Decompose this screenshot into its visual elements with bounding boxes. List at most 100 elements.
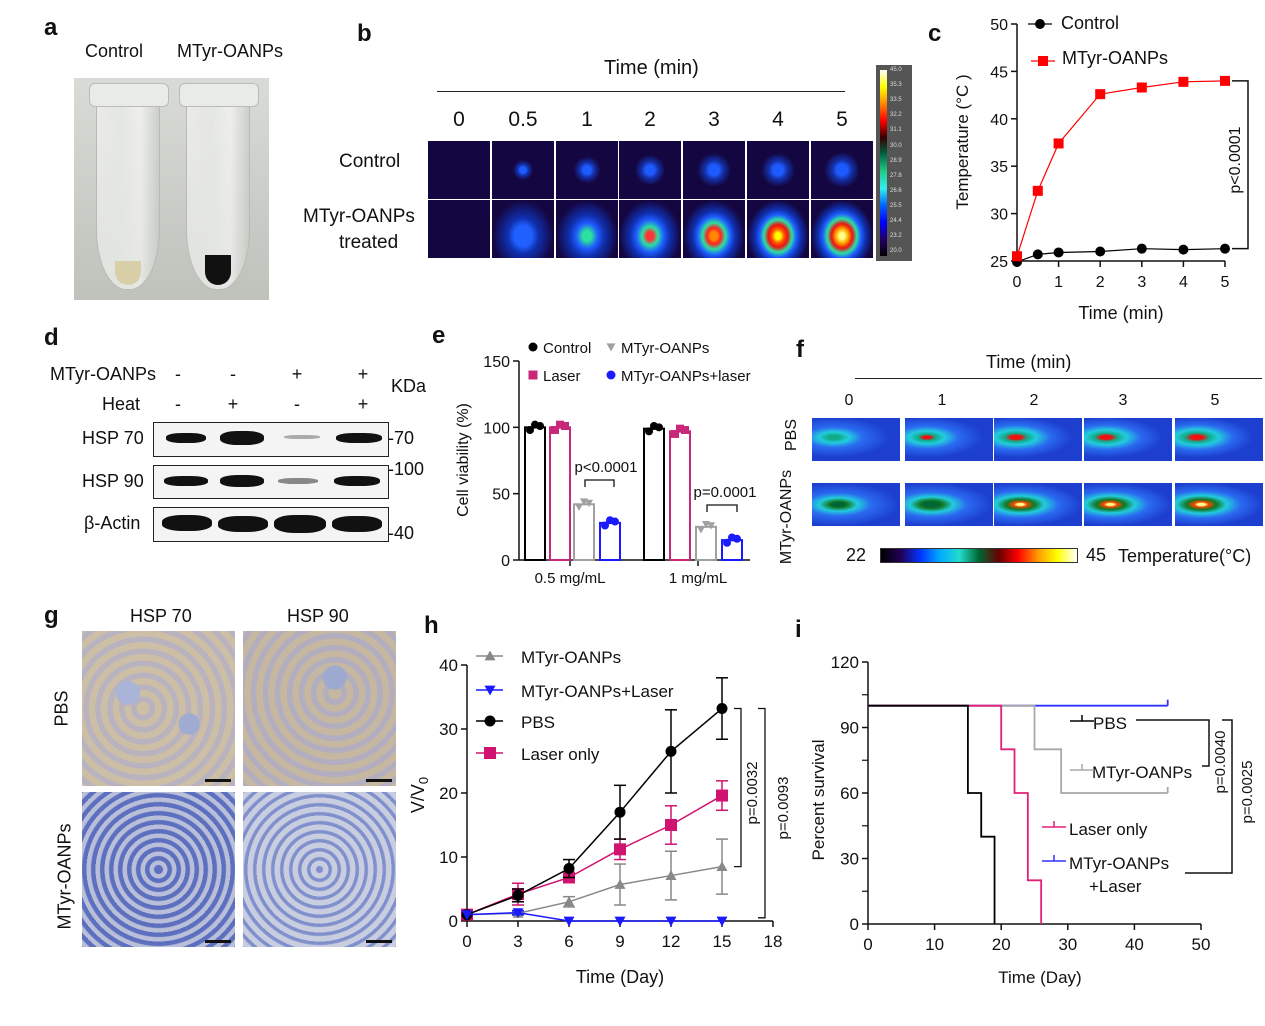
h-legend-marker [484, 747, 496, 759]
marker-40: 40 [394, 523, 415, 543]
i-survival-curve-1 [868, 704, 1168, 794]
h-point [665, 870, 677, 880]
h-pvalue-2: p=0.0093 [775, 777, 792, 840]
c-point [1053, 247, 1064, 258]
panel-label-i: i [795, 616, 802, 643]
f-scale-max: 45 [1086, 545, 1107, 565]
thermal-control-4 [683, 141, 745, 199]
thermal-mtyr-3 [619, 200, 681, 258]
thermal-f-mtyr-2 [994, 483, 1082, 526]
c-point [1178, 244, 1189, 255]
thermal-control-2 [556, 141, 618, 199]
f-time-1: 1 [937, 392, 947, 409]
b-time-line [437, 91, 845, 92]
e-point [723, 538, 731, 547]
d-row-mtyr: MTyr-OANPs [50, 364, 156, 384]
f-colorbar [880, 548, 1078, 563]
b-colorbar-label: 28.9 [890, 157, 902, 164]
b-colorbar-label: 33.5 [890, 97, 902, 104]
h-point [614, 843, 626, 856]
thermal-f-pbs-2 [994, 418, 1082, 461]
i-ylabel: Percent survival [809, 740, 828, 861]
h-point [563, 896, 575, 907]
g-col-hsp70: HSP 70 [130, 606, 192, 626]
i-y-tick-label: 60 [840, 784, 859, 803]
e-y-tick-label: 50 [492, 487, 510, 504]
e-point [676, 424, 684, 433]
h-x-tick-label: 0 [462, 932, 471, 951]
h-series-line-1 [466, 911, 722, 922]
e-category-label: 0.5 mg/mL [535, 570, 606, 587]
b-colorbar-label: 30.0 [890, 142, 902, 149]
h-point [563, 863, 575, 875]
h-legend-mtyr: MTyr-OANPs [521, 648, 621, 667]
ihc-pbs-hsp70 [82, 631, 235, 786]
f-scale-title: Temperature(°C) [1118, 546, 1252, 566]
panel-label-a: a [44, 14, 58, 41]
i-y-tick-label: 120 [831, 653, 859, 672]
thermal-mtyr-2 [556, 200, 618, 258]
b-colorbar-label: 20.0 [890, 248, 902, 255]
thermal-mtyr-5 [747, 200, 809, 258]
d-band-hsp70: HSP 70 [82, 428, 144, 448]
i-legend-combo-2: +Laser [1089, 877, 1142, 896]
f-time-0: 0 [844, 392, 854, 409]
f-time-title: Time (min) [986, 352, 1072, 372]
c-x-tick-label: 1 [1054, 274, 1063, 291]
e-point [585, 499, 593, 507]
e-legend-mtyr: MTyr-OANPs [621, 340, 709, 357]
c-bracket [1232, 80, 1249, 250]
thermal-f-pbs-1 [905, 418, 993, 461]
i-legend-combo: MTyr-OANPs [1069, 854, 1169, 873]
h-x-tick-label: 9 [615, 932, 624, 951]
h-x-tick-label: 12 [662, 932, 681, 951]
thermal-f-mtyr-3 [1084, 483, 1172, 526]
i-legend-laser: Laser only [1069, 820, 1148, 839]
e-legend-marker [528, 342, 538, 352]
e-point [645, 427, 653, 436]
b-time-0: 0 [453, 108, 465, 131]
h-series-line-2 [466, 707, 723, 916]
h-y-tick-label: 20 [439, 784, 458, 803]
e-legend-control: Control [543, 340, 591, 357]
f-time-2: 2 [1029, 392, 1039, 409]
i-bracket-2 [1185, 719, 1233, 874]
e-point [556, 420, 564, 429]
c-xlabel: Time (min) [1078, 303, 1163, 323]
thermal-mtyr-1 [492, 200, 554, 258]
c-point [1032, 249, 1043, 260]
b-time-6: 5 [836, 108, 848, 131]
h-bracket-1 [734, 707, 742, 868]
c-point [1220, 75, 1230, 86]
e-point [561, 422, 569, 431]
e-bracket-1 [584, 479, 615, 487]
c-x-tick-label: 0 [1013, 274, 1022, 291]
h-x-tick-label: 18 [764, 932, 783, 951]
h-point [716, 916, 728, 927]
d-marker-40: -40 [388, 523, 415, 543]
thermal-control-6 [811, 141, 873, 199]
h-point [563, 916, 575, 927]
e-bar [695, 525, 717, 561]
h-legend-marker [484, 650, 496, 661]
d-sign: + [357, 364, 369, 384]
e-y-tick-label: 150 [483, 354, 510, 371]
e-bar [524, 426, 546, 562]
e-legend-marker [606, 370, 616, 380]
mtyr-tube [179, 83, 259, 290]
h-x-tick-label: 15 [713, 932, 732, 951]
e-pvalue-1: p<0.0001 [575, 459, 638, 476]
e-bar [669, 430, 691, 561]
h-point [614, 806, 626, 818]
e-point [575, 503, 583, 511]
h-y-tick-label: 10 [439, 848, 458, 867]
h-point [665, 819, 677, 831]
b-colorbar-label: 23.2 [890, 233, 902, 240]
c-point [1053, 138, 1064, 149]
i-x-tick-label: 10 [925, 935, 944, 954]
h-series-line-3 [466, 794, 723, 916]
c-x-tick-label: 3 [1137, 274, 1146, 291]
f-time-4: 5 [1210, 392, 1220, 409]
e-pvalue-2: p=0.0001 [694, 484, 757, 501]
